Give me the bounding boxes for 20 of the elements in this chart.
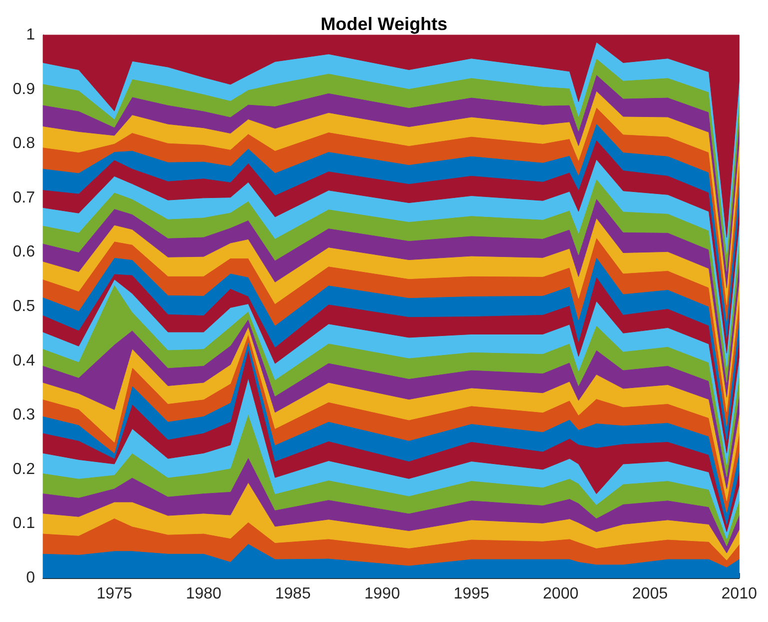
x-tick-label: 1995 — [454, 586, 490, 602]
y-tick-label: 0.1 — [12, 515, 36, 532]
y-tick-label: 0 — [26, 570, 36, 586]
y-tick-label: 0.6 — [12, 244, 36, 261]
x-tick-label: 1990 — [364, 586, 400, 602]
y-tick-label: 0.5 — [12, 298, 36, 315]
y-tick-label: 1 — [26, 26, 36, 44]
x-tick-label: 1985 — [275, 586, 311, 602]
chart-title: Model Weights — [320, 14, 448, 34]
y-tick-label: 0.4 — [12, 352, 36, 370]
x-tick-label: 2010 — [721, 586, 758, 602]
y-tick-label: 0.2 — [12, 460, 36, 478]
y-tick-label: 0.8 — [12, 135, 36, 152]
x-tick-label: 1980 — [186, 586, 222, 602]
y-tick-label: 0.3 — [12, 406, 36, 424]
y-tick-label: 0.7 — [12, 189, 36, 206]
y-tick-label: 0.9 — [12, 80, 36, 98]
x-tick-label: 2000 — [542, 586, 579, 602]
x-tick-label: 2005 — [632, 586, 668, 602]
x-tick-label: 1975 — [96, 586, 132, 602]
